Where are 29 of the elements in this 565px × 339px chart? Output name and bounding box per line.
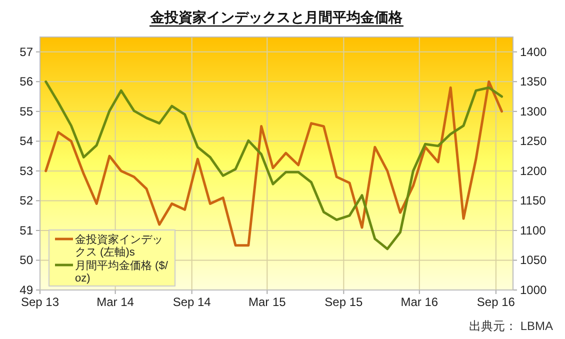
- x-tick-label: Mar 16: [400, 295, 438, 309]
- chart-title: 金投資家インデックスと月間平均金価格: [150, 9, 404, 25]
- y2-tick-label: 1000: [520, 283, 548, 297]
- y2-tick-label: 1200: [520, 164, 548, 178]
- y2-tick-label: 1150: [520, 194, 546, 208]
- x-tick-label: Mar 15: [248, 295, 286, 309]
- y-tick-label: 54: [20, 134, 34, 148]
- legend-label: 月間平均金価格 ($/oz): [75, 260, 169, 284]
- y2-tick-label: 1300: [520, 104, 548, 118]
- y-tick-label: 51: [20, 223, 34, 238]
- y2-tick-label: 1400: [520, 44, 548, 59]
- x-tick-label: Sep 14: [172, 295, 212, 309]
- y-tick-label: 53: [20, 164, 34, 178]
- x-tick-label: Mar 14: [96, 295, 134, 309]
- y-tick-label: 55: [20, 104, 34, 118]
- y-tick-label: 57: [20, 44, 34, 59]
- x-tick-label: Sep 15: [324, 295, 364, 309]
- x-tick-label: Sep 13: [20, 295, 60, 309]
- y2-tick-label: 1050: [520, 253, 548, 268]
- text: 出典元： LBMA: [468, 319, 553, 333]
- x-tick-label: Sep 16: [476, 295, 516, 309]
- y-tick-label: 50: [20, 253, 34, 268]
- y-tick-label: 52: [20, 194, 34, 208]
- y2-tick-label: 1250: [520, 134, 548, 148]
- y2-tick-label: 1350: [520, 74, 548, 89]
- y-tick-label: 56: [20, 74, 34, 89]
- y2-tick-label: 1100: [520, 223, 546, 238]
- legend-label: 金投資家インデックス (左軸)s: [75, 233, 163, 258]
- y-tick-label: 49: [20, 283, 34, 297]
